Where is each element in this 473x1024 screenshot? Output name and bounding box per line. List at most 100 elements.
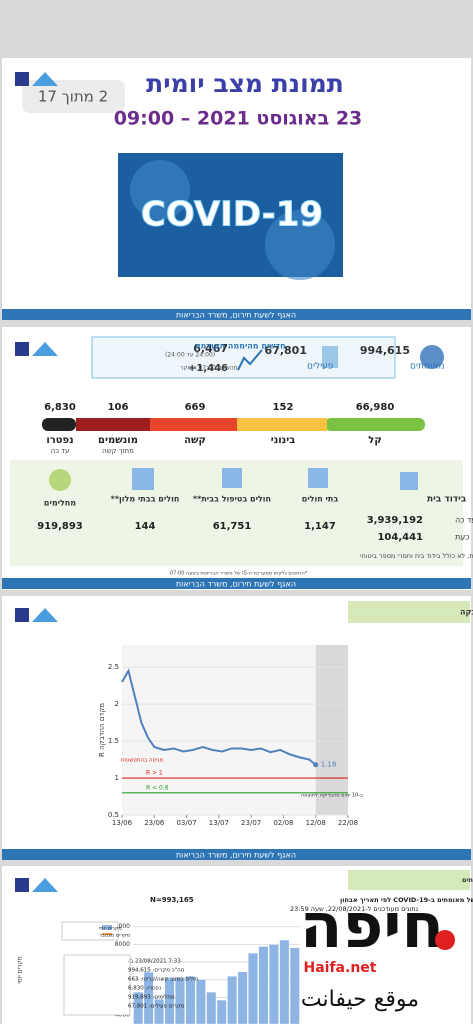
x-tick-label: 13/07	[209, 819, 229, 827]
bar	[216, 999, 227, 1024]
bar	[248, 953, 258, 1024]
stat-label: חולים בטיפול בבית**	[193, 495, 271, 504]
bar	[269, 944, 279, 1024]
watermark: חיפה Haifa.net موقع حيفانت	[300, 889, 455, 1012]
y-tick-label: 1.5	[108, 737, 119, 745]
chart-title: עקומה אפידמית של מאומתים ב-COVID-19 לפי …	[340, 896, 473, 904]
severity-label: קל	[368, 435, 381, 446]
image-text: COVID-19	[141, 195, 323, 235]
n-count: N=993,165	[150, 896, 194, 904]
info-line: חולים במצב קשה/קריטי: 663	[128, 976, 199, 983]
logo	[15, 608, 58, 622]
severity-segment	[237, 418, 327, 431]
stat-value: 1,147	[304, 521, 336, 532]
severity-segment	[42, 418, 76, 431]
x-tick-label: 12/08	[306, 819, 326, 827]
virus-icon	[420, 345, 444, 369]
watermark-dot	[435, 930, 455, 950]
bar	[195, 979, 206, 1024]
severity-note: עד כה	[51, 447, 70, 455]
info-line: מחלימים: 919,893	[128, 994, 175, 1001]
header-box	[348, 870, 470, 890]
clipboard-icon	[322, 346, 338, 368]
stat-icons	[49, 468, 418, 491]
plot-area	[122, 645, 348, 815]
severity-value: 106	[108, 402, 129, 413]
footer-bar	[2, 309, 471, 320]
x-tick-label: 22/08	[338, 819, 358, 827]
y-tick-label: 2	[115, 700, 119, 708]
watermark-arabic: موقع حيفانت	[301, 987, 419, 1012]
trend-icon	[237, 349, 263, 371]
y-tick-label: 9000	[115, 923, 130, 930]
severity-segment	[150, 418, 237, 431]
active-label: פעילים	[307, 362, 334, 372]
title: תמונת מצב יומית	[146, 69, 344, 98]
y-tick-label: 2.5	[108, 663, 119, 671]
bar	[227, 976, 238, 1024]
active-value: 67,801	[265, 344, 307, 357]
source-note: *הנתונים נלקחו ממערכת ה-IS של משרד הבריא…	[170, 571, 308, 577]
header: עקומה אפידמית של מקרים מאומתים	[462, 876, 473, 884]
since-value: +1,446	[188, 363, 228, 374]
last-point	[313, 762, 319, 768]
logo	[15, 342, 58, 356]
legend-label: מקרים יומי	[99, 926, 122, 932]
header: מקדם הדבקה	[460, 608, 473, 617]
bar	[175, 977, 185, 1024]
stat-label: מחלימים	[44, 499, 76, 508]
chart-subtitle: נתונים מעודכנים ל-22/08/2021, שעה 23:59	[290, 905, 418, 913]
shaded-region	[315, 645, 348, 815]
stat-value: 3,939,192	[367, 515, 423, 526]
severity-value: 66,980	[356, 402, 395, 413]
stat-value: 919,893	[37, 521, 83, 532]
severity-note: מתוך קשה	[102, 447, 134, 455]
virus	[130, 160, 190, 220]
bar	[206, 991, 217, 1024]
footer-bar	[2, 578, 471, 589]
bar	[258, 946, 269, 1024]
legend-swatch	[102, 925, 112, 930]
subtitle: 23 באוגוסט 2021 – 09:00	[114, 108, 363, 130]
watermark-logo: חיפה	[300, 889, 444, 962]
info-line: נפטרו: 6,830	[128, 986, 161, 992]
y-tick-label: 1	[115, 774, 119, 782]
legend-swatch	[102, 933, 112, 935]
x-tick-label: 02/08	[273, 819, 293, 827]
x-tick-label: 03/07	[176, 819, 196, 827]
info-box	[63, 954, 131, 1016]
info-line: סה"כ מקרים: 994,615	[128, 968, 185, 974]
legend-label: מקרים מצטבר	[99, 933, 130, 939]
since-label: מהשעה 07:00 הבוקר	[180, 365, 238, 372]
severity-value: 669	[185, 402, 206, 413]
shaded-note: ב-10 ימים מהבדיקה לתוצאה	[301, 793, 363, 799]
stat-sublabel: עד כה	[455, 516, 473, 525]
page-counter-pill[interactable]	[22, 80, 125, 113]
confirmed-value: 994,615	[360, 344, 410, 357]
y-tick-label: 0.5	[108, 811, 119, 819]
y-tick-label: 8000	[115, 941, 130, 948]
footnote: ** נתוני קופות החולים: כולל רק חולים בבת…	[360, 552, 473, 560]
severity-value: 152	[273, 402, 294, 413]
page-counter[interactable]: 2 מתוך 17	[38, 88, 108, 106]
stat-label: בידוד בית	[427, 495, 467, 505]
bar	[185, 976, 196, 1024]
watermark-site: Haifa.net	[304, 960, 377, 976]
bar	[289, 947, 300, 1024]
reference-label: R < 0.8	[146, 784, 169, 791]
stat-label: בתי חולים	[302, 495, 339, 504]
data-label: 1.18	[321, 761, 337, 769]
severity-label: קשה	[184, 435, 206, 446]
info-line: מקרים פעילים: 67,801	[128, 1003, 185, 1010]
stat-sublabel: כעת	[455, 533, 470, 542]
stat-value: 104,441	[377, 532, 423, 543]
severity-label: נפטרו	[46, 435, 73, 446]
bar	[279, 939, 290, 1024]
footer: האגף לשעת חירום, משרד הבריאות	[176, 851, 296, 860]
r-chart: ב-10 ימים מהבדיקה לתוצאה 0.5 1 1.5 2 2.5 13/06…	[98, 645, 363, 827]
x-tick-label: 23/07	[241, 819, 261, 827]
new-period: (24:00 עד 24:00)	[165, 352, 215, 359]
logo	[15, 878, 58, 892]
severity-segment	[325, 418, 425, 431]
